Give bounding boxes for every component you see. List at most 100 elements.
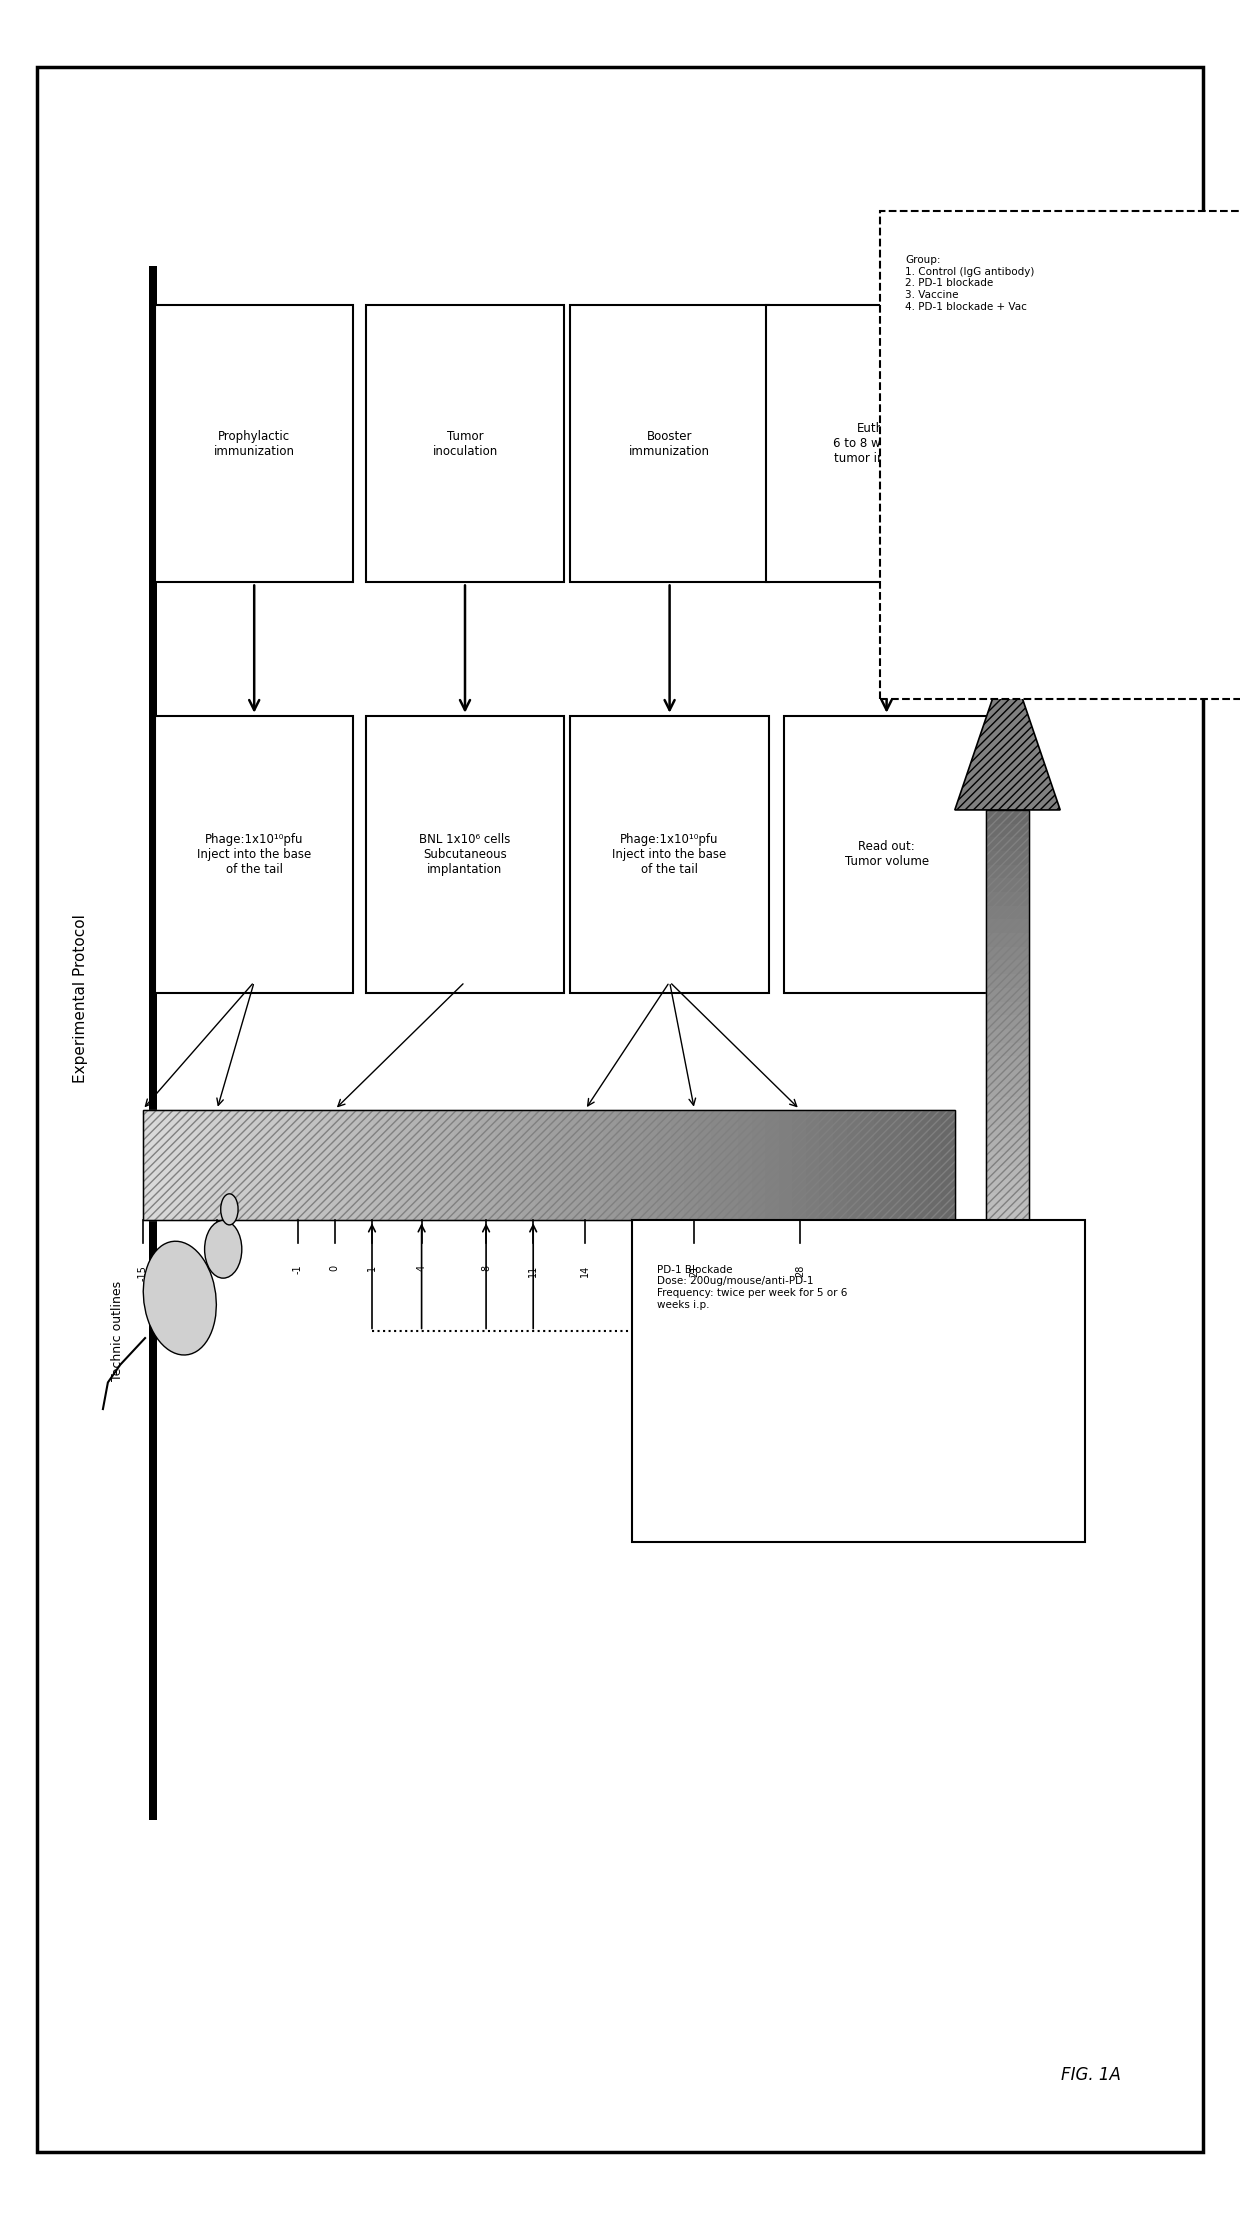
Text: PD-1 Blockade
Dose: 200ug/mouse/anti-PD-1
Frequency: twice per week for 5 or 6
w: PD-1 Blockade Dose: 200ug/mouse/anti-PD-… bbox=[657, 1265, 848, 1309]
Bar bbox=[986, 1016, 1029, 1030]
Bar bbox=[833, 1110, 847, 1220]
Bar bbox=[873, 1110, 887, 1220]
Bar bbox=[603, 1110, 616, 1220]
Bar bbox=[914, 1110, 928, 1220]
Bar bbox=[373, 1110, 387, 1220]
Text: Read out:
Tumor volume: Read out: Tumor volume bbox=[844, 841, 929, 868]
FancyBboxPatch shape bbox=[155, 304, 353, 581]
Bar bbox=[211, 1110, 223, 1220]
Text: BNL 1x10⁶ cells
Subcutaneous
implantation: BNL 1x10⁶ cells Subcutaneous implantatio… bbox=[419, 832, 511, 877]
Bar bbox=[549, 1110, 562, 1220]
Text: Experimental Protocol: Experimental Protocol bbox=[73, 914, 88, 1083]
Bar bbox=[143, 1110, 156, 1220]
Ellipse shape bbox=[205, 1220, 242, 1278]
Bar bbox=[986, 948, 1029, 961]
FancyBboxPatch shape bbox=[570, 304, 769, 581]
Bar bbox=[671, 1110, 684, 1220]
Bar bbox=[223, 1110, 237, 1220]
Bar bbox=[495, 1110, 508, 1220]
Bar bbox=[751, 1110, 765, 1220]
Bar bbox=[986, 1181, 1029, 1194]
Bar bbox=[986, 1138, 1029, 1152]
Bar bbox=[481, 1110, 495, 1220]
Bar bbox=[765, 1110, 779, 1220]
FancyBboxPatch shape bbox=[570, 715, 769, 994]
Bar bbox=[792, 1110, 806, 1220]
Bar bbox=[522, 1110, 536, 1220]
FancyBboxPatch shape bbox=[155, 715, 353, 994]
Bar bbox=[467, 1110, 481, 1220]
Bar bbox=[986, 919, 1029, 932]
Text: Booster
immunization: Booster immunization bbox=[629, 430, 711, 457]
Text: Phage:1x10¹⁰pfu
Inject into the base
of the tail: Phage:1x10¹⁰pfu Inject into the base of … bbox=[613, 832, 727, 877]
Bar bbox=[986, 1001, 1029, 1016]
Bar bbox=[413, 1110, 427, 1220]
Bar bbox=[738, 1110, 751, 1220]
Bar bbox=[847, 1110, 861, 1220]
Bar bbox=[861, 1110, 873, 1220]
FancyBboxPatch shape bbox=[765, 304, 1007, 581]
Text: 11: 11 bbox=[528, 1265, 538, 1278]
Bar bbox=[986, 823, 1029, 837]
Bar bbox=[986, 810, 1029, 1220]
Text: 21: 21 bbox=[689, 1265, 699, 1278]
Bar bbox=[387, 1110, 399, 1220]
Bar bbox=[986, 1194, 1029, 1207]
Bar bbox=[332, 1110, 346, 1220]
Bar bbox=[928, 1110, 941, 1220]
Bar bbox=[986, 1165, 1029, 1181]
Bar bbox=[887, 1110, 900, 1220]
FancyBboxPatch shape bbox=[880, 211, 1240, 699]
Bar bbox=[986, 1112, 1029, 1125]
Bar bbox=[986, 892, 1029, 905]
Text: 8: 8 bbox=[481, 1265, 491, 1271]
Bar bbox=[986, 974, 1029, 987]
Bar bbox=[360, 1110, 373, 1220]
Bar bbox=[278, 1110, 291, 1220]
FancyBboxPatch shape bbox=[366, 304, 564, 581]
Bar bbox=[698, 1110, 712, 1220]
Bar bbox=[630, 1110, 644, 1220]
Bar bbox=[319, 1110, 332, 1220]
Bar bbox=[197, 1110, 211, 1220]
Bar bbox=[779, 1110, 792, 1220]
Bar bbox=[291, 1110, 305, 1220]
Text: 0: 0 bbox=[330, 1265, 340, 1271]
Bar bbox=[427, 1110, 440, 1220]
Bar bbox=[536, 1110, 549, 1220]
Polygon shape bbox=[955, 655, 1060, 810]
Text: Group:
1. Control (IgG antibody)
2. PD-1 blockade
3. Vaccine
4. PD-1 blockade + : Group: 1. Control (IgG antibody) 2. PD-1… bbox=[905, 255, 1034, 311]
Bar bbox=[305, 1110, 319, 1220]
Bar bbox=[250, 1110, 264, 1220]
Bar bbox=[575, 1110, 589, 1220]
Text: FIG. 1A: FIG. 1A bbox=[1061, 2066, 1121, 2084]
Bar bbox=[156, 1110, 170, 1220]
Bar bbox=[454, 1110, 467, 1220]
Bar bbox=[986, 1125, 1029, 1138]
Bar bbox=[986, 1056, 1029, 1070]
Text: 14: 14 bbox=[580, 1265, 590, 1278]
Bar bbox=[986, 1098, 1029, 1112]
Text: 1: 1 bbox=[367, 1265, 377, 1271]
Bar bbox=[657, 1110, 671, 1220]
Bar bbox=[562, 1110, 575, 1220]
Bar bbox=[589, 1110, 603, 1220]
Bar bbox=[440, 1110, 454, 1220]
Bar bbox=[237, 1110, 250, 1220]
Bar bbox=[986, 1070, 1029, 1083]
Bar bbox=[508, 1110, 522, 1220]
Bar bbox=[143, 1110, 955, 1220]
Bar bbox=[346, 1110, 360, 1220]
Bar bbox=[820, 1110, 833, 1220]
Bar bbox=[986, 850, 1029, 865]
Bar bbox=[184, 1110, 197, 1220]
Bar bbox=[986, 810, 1029, 1220]
Bar bbox=[684, 1110, 698, 1220]
Bar bbox=[149, 266, 157, 1820]
Bar bbox=[724, 1110, 738, 1220]
Bar bbox=[986, 810, 1029, 823]
Bar bbox=[986, 879, 1029, 892]
Text: Phage:1x10¹⁰pfu
Inject into the base
of the tail: Phage:1x10¹⁰pfu Inject into the base of … bbox=[197, 832, 311, 877]
Text: Prophylactic
immunization: Prophylactic immunization bbox=[213, 430, 295, 457]
Bar bbox=[941, 1110, 955, 1220]
